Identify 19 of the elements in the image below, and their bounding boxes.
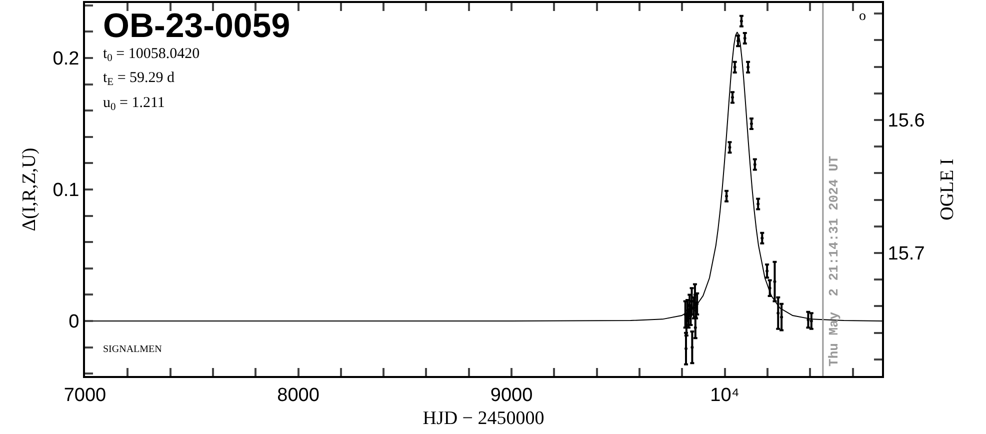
x-axis-title: HJD − 2450000 xyxy=(422,408,544,430)
annotation: u$_{0}$ = 1.211 xyxy=(103,95,165,114)
x-tick-label: 8000 xyxy=(277,384,320,406)
annotation: t$_{E}$ = 59.29 d xyxy=(103,70,176,88)
x-tick-label: 9000 xyxy=(490,384,533,406)
y-tick-label: 0 xyxy=(68,312,80,333)
y-axis-title: Δ(I,R,Z,U) xyxy=(19,148,40,232)
annotation: t$_{0}$ = 10058.0420 xyxy=(103,46,200,64)
x-tick-label: 7000 xyxy=(64,384,106,406)
y2-axis-title: OGLE I xyxy=(937,158,958,220)
annotation: Thu May 2 21:14:31 2024 UT xyxy=(826,156,842,366)
x-tick-label: 10⁴ xyxy=(710,384,740,406)
annotation: SIGNALMEN xyxy=(103,344,162,355)
y-tick-label: 0.2 xyxy=(52,48,80,70)
y-tick-label: 0.1 xyxy=(52,180,80,202)
chart-title: OB-23-0059 xyxy=(103,7,290,45)
y2-tick-label: 15.6 xyxy=(888,110,925,132)
y2-tick-label: 15.7 xyxy=(888,244,925,265)
annotation: o xyxy=(859,9,866,24)
